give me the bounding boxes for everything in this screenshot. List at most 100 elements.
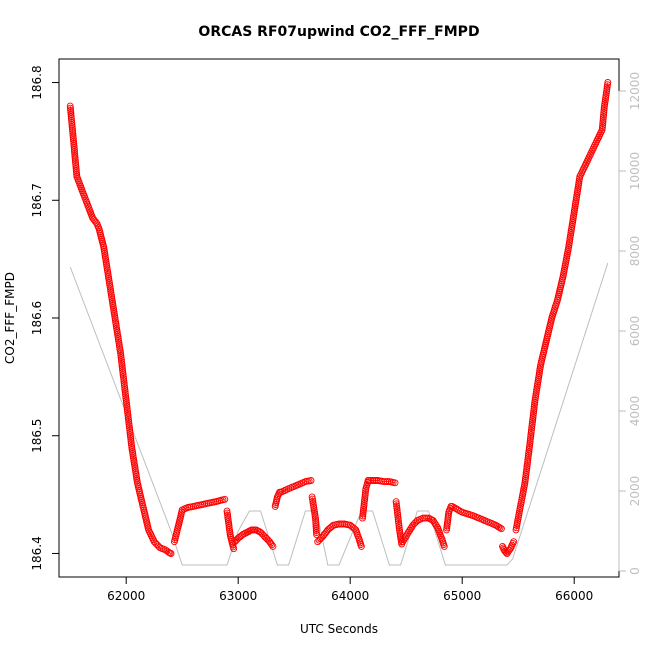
- co2-point: [529, 414, 537, 421]
- co2-point: [269, 542, 277, 550]
- co2-point: [369, 477, 377, 484]
- co2-point: [125, 416, 132, 424]
- altitude-line: [69, 262, 609, 566]
- co2-segment: [365, 477, 399, 487]
- co2-point: [599, 117, 607, 125]
- co2-point: [602, 91, 610, 99]
- co2-point: [501, 547, 509, 555]
- co2-point: [600, 104, 608, 112]
- co2-point: [529, 416, 537, 424]
- y-tick-label: 186.8: [30, 65, 44, 99]
- co2-segment: [443, 502, 455, 534]
- co2-connector: [69, 106, 172, 554]
- co2-segment: [277, 477, 315, 496]
- co2-point: [118, 364, 126, 372]
- co2-point: [307, 477, 315, 484]
- co2-point: [394, 517, 402, 525]
- co2-point: [526, 437, 534, 445]
- y2-tick-label: 6000: [628, 316, 642, 347]
- y-tick-label: 186.5: [30, 419, 44, 453]
- co2-point: [357, 542, 365, 550]
- co2-segment: [308, 493, 321, 539]
- co2-segment: [170, 495, 229, 546]
- co2-point: [510, 538, 518, 546]
- co2-point: [310, 504, 318, 511]
- co2-point: [313, 529, 320, 537]
- co2-point: [528, 420, 536, 428]
- co2-point: [599, 115, 607, 123]
- co2-point: [604, 79, 612, 86]
- co2-point: [121, 388, 129, 396]
- co2-point: [117, 349, 125, 357]
- co2-point: [598, 124, 606, 131]
- x-tick-label: 65000: [443, 589, 481, 603]
- y2-tick-label: 2000: [628, 476, 642, 507]
- y-tick-label: 186.4: [30, 536, 44, 570]
- y2-tick-label: 8000: [628, 236, 642, 267]
- y-tick-label: 186.7: [30, 183, 44, 217]
- co2-segment: [399, 514, 448, 550]
- y2-tick-label: 12000: [628, 72, 642, 110]
- co2-point: [527, 433, 535, 441]
- co2-point: [119, 369, 127, 377]
- co2-point: [531, 401, 538, 409]
- co2-point: [365, 477, 373, 484]
- co2-point: [600, 106, 608, 114]
- co2-connector: [446, 506, 452, 530]
- co2-point: [367, 477, 375, 484]
- co2-point: [395, 519, 403, 527]
- y2-tick-label: 10000: [628, 152, 642, 190]
- co2-point: [599, 113, 607, 121]
- co2-point: [221, 495, 229, 503]
- co2-point: [124, 411, 132, 419]
- co2-point: [430, 518, 438, 526]
- y-axis-title: CO2_FFF_FMPD: [3, 272, 17, 364]
- co2-point: [440, 542, 448, 550]
- co2-point: [527, 426, 535, 434]
- co2-point: [117, 352, 125, 359]
- co2-point: [526, 441, 534, 449]
- co2-point: [406, 527, 414, 534]
- co2-point: [73, 171, 81, 179]
- co2-point: [393, 502, 401, 510]
- co2-segment: [231, 526, 277, 550]
- co2-point: [603, 85, 611, 93]
- co2-point: [432, 522, 440, 530]
- co2-point: [496, 524, 504, 532]
- co2-segment: [359, 477, 372, 522]
- co2-point: [231, 538, 239, 546]
- co2-point: [119, 371, 127, 379]
- co2-point: [401, 534, 409, 542]
- co2-point: [120, 379, 128, 387]
- co2-point: [312, 527, 320, 534]
- co2-point: [527, 429, 535, 436]
- co2-point: [122, 392, 130, 400]
- co2-point: [497, 525, 505, 533]
- co2-point: [126, 426, 134, 434]
- co2-point: [530, 405, 538, 413]
- co2-segment: [448, 502, 505, 533]
- co2-series: [66, 79, 612, 557]
- co2-point: [450, 503, 458, 511]
- co2-point: [601, 96, 609, 104]
- co2-point: [402, 532, 410, 540]
- x-tick-label: 63000: [219, 589, 257, 603]
- co2-point: [391, 479, 399, 487]
- co2-point: [124, 414, 132, 421]
- co2-point: [125, 422, 133, 430]
- co2-point: [528, 424, 536, 432]
- co2-point: [404, 528, 412, 536]
- y-axis-left: 186.4 186.5 186.6 186.7 186.8: [30, 65, 60, 571]
- x-axis-title: UTC Seconds: [300, 622, 378, 636]
- co2-point: [232, 537, 240, 544]
- co2-point: [527, 431, 535, 439]
- co2-point: [230, 545, 238, 553]
- co2-point: [268, 541, 276, 549]
- co2-point: [529, 418, 536, 426]
- co2-point: [599, 121, 607, 129]
- co2-point: [127, 435, 135, 443]
- co2-point: [421, 514, 429, 522]
- co2-point: [120, 377, 128, 385]
- co2-point: [121, 384, 129, 392]
